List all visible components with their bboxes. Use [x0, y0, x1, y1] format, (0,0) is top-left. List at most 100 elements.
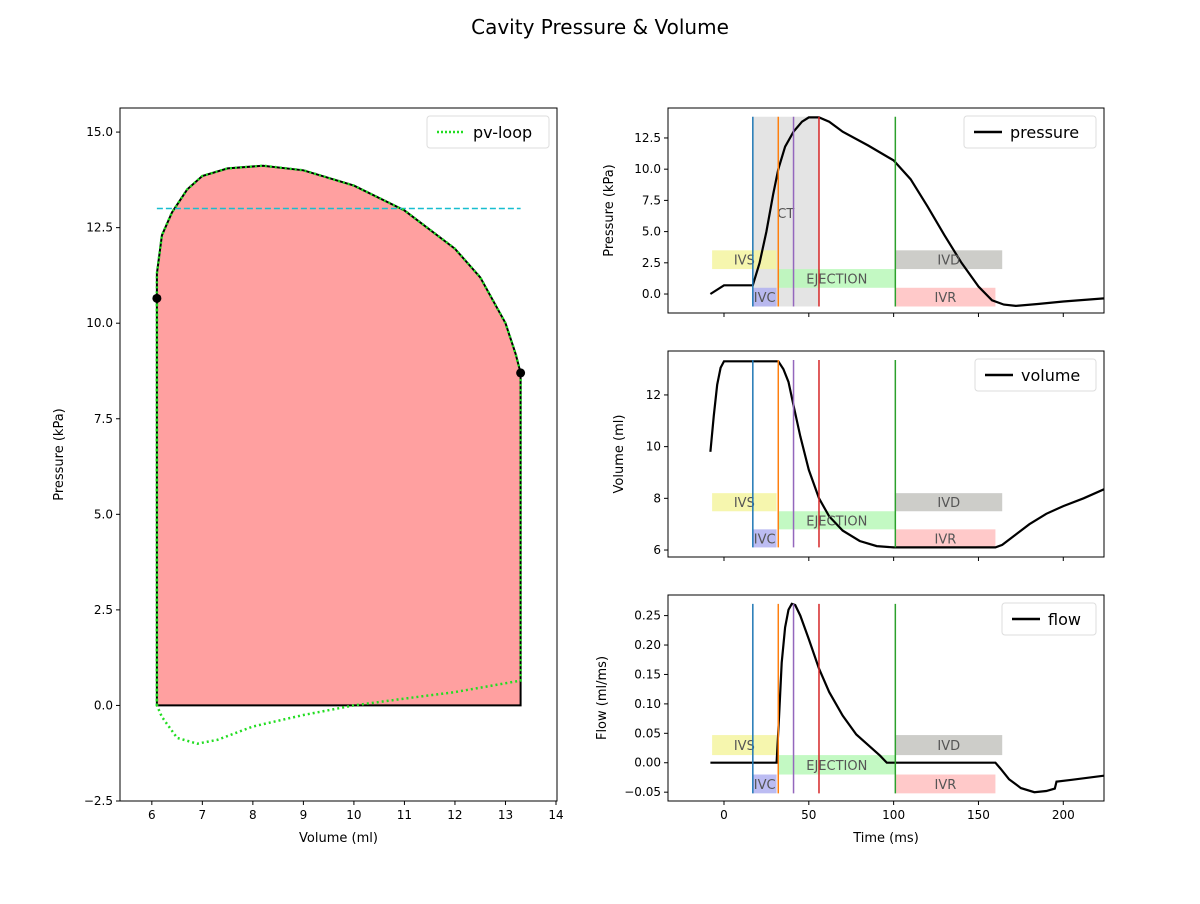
phase-label: IVS	[734, 739, 755, 754]
y-tick-label: 0.20	[634, 638, 661, 652]
axes-frame	[119, 107, 558, 802]
y-tick-label: 12.5	[86, 221, 113, 235]
phase-label: IVR	[934, 291, 956, 306]
x-tick-label: 200	[1052, 808, 1075, 822]
legend: pv-loop	[426, 115, 550, 149]
y-tick-label: 0.00	[634, 756, 661, 770]
axes-frame	[667, 350, 1105, 558]
x-tick-label: 14	[548, 808, 563, 822]
pv-marker	[152, 293, 162, 303]
x-tick-label: 100	[882, 808, 905, 822]
phase-label: IVC	[754, 532, 776, 547]
axes-pressure: IVS IVC EJECTION IVD IVR CT 0.0 2.5 5.0 7.5 10.0 12…	[602, 107, 1105, 317]
pv-marker	[516, 368, 526, 378]
phase-label: IVR	[934, 532, 956, 547]
phase-label: IVS	[734, 254, 755, 269]
phase-band-ejection	[778, 511, 896, 530]
x-tick-label: 13	[498, 808, 513, 822]
x-tick-label: 7	[199, 808, 207, 822]
y-tick-label: 12.5	[634, 131, 661, 145]
phase-band-ivd	[895, 250, 1003, 270]
y-tick-label: 10	[646, 440, 661, 454]
y-tick-label: 2.5	[94, 603, 113, 617]
phase-label: EJECTION	[806, 759, 867, 774]
legend-label: pressure	[1010, 123, 1079, 142]
legend-box	[426, 115, 550, 149]
phase-label: IVD	[937, 254, 960, 269]
axes-frame	[667, 594, 1105, 802]
y-tick-label: 10.0	[86, 316, 113, 330]
legend-label: pv-loop	[473, 123, 532, 142]
y-tick-label: 8	[653, 491, 661, 505]
phase-band-ejection	[778, 269, 896, 288]
axes-flow: IVS IVC EJECTION IVD IVR 0 50 100 150 200 −0.05 0.0…	[595, 594, 1105, 846]
y-tick-label: 6	[653, 543, 661, 557]
y-tick-label: 7.5	[642, 193, 661, 207]
x-tick-label: 0	[720, 808, 728, 822]
phase-label: EJECTION	[806, 272, 867, 287]
plot-area: IVS IVC EJECTION IVD IVR	[710, 602, 1104, 794]
phase-label: IVS	[734, 496, 755, 511]
figure-title: Cavity Pressure & Volume	[471, 15, 729, 39]
phase-band-ivs	[712, 493, 777, 512]
phase-label: IVD	[937, 739, 960, 754]
phase-label: IVC	[754, 291, 776, 306]
y-tick-label: 0.10	[634, 697, 661, 711]
work-area	[155, 164, 522, 707]
pv-loop-line	[155, 164, 522, 745]
x-tick-label: 10	[346, 808, 361, 822]
y-tick-label: −0.05	[624, 785, 661, 799]
phase-label: IVR	[934, 778, 956, 793]
phase-label: EJECTION	[806, 514, 867, 529]
x-tick-label: 12	[447, 808, 462, 822]
x-tick-label: 9	[300, 808, 308, 822]
phase-band-ivr	[895, 529, 996, 548]
x-tick-label: 6	[148, 808, 156, 822]
y-tick-label: 5.0	[94, 507, 113, 521]
plot-area	[152, 164, 526, 745]
y-tick-label: 0.0	[94, 698, 113, 712]
legend-box	[963, 115, 1097, 149]
plot-area: IVS IVC EJECTION IVD IVR CT	[709, 116, 1104, 308]
x-tick-label: 8	[249, 808, 257, 822]
y-tick-label: 0.0	[642, 287, 661, 301]
plot-area: IVS IVC EJECTION IVD IVR	[709, 360, 1104, 549]
phase-band-ivr	[895, 287, 996, 307]
axes-pv: 6 7 8 9 10 11 12 13 14 −2.5 0.0 2.5 5.0 7.5 10.0 12.5 15…	[52, 107, 564, 846]
axes-volume: IVS IVC EJECTION IVD IVR 6 8 10 12 Volume (ml) vol…	[612, 350, 1105, 561]
y-axis-label: Pressure (kPa)	[52, 408, 67, 501]
pressure-line	[709, 116, 1104, 308]
phase-band-ivd	[895, 493, 1003, 512]
y-tick-label: 5.0	[642, 225, 661, 239]
volume-line	[709, 360, 1104, 549]
axes-frame	[667, 107, 1105, 314]
x-tick-label: 11	[397, 808, 412, 822]
flow-line	[710, 602, 1104, 794]
legend-box	[974, 358, 1097, 392]
phase-band-ejection	[778, 755, 896, 775]
y-tick-label: 15.0	[86, 125, 113, 139]
y-axis-label: Volume (ml)	[612, 415, 627, 494]
y-tick-label: 10.0	[634, 162, 661, 176]
legend-box	[1001, 602, 1097, 636]
phase-band-ivd	[895, 735, 1003, 756]
x-tick-label: 150	[967, 808, 990, 822]
y-axis-label: Pressure (kPa)	[602, 164, 617, 257]
legend: flow	[1001, 602, 1097, 636]
legend-label: flow	[1048, 610, 1081, 629]
phase-band-ivs	[712, 735, 777, 756]
x-axis-label: Time (ms)	[852, 831, 919, 846]
x-tick-label: 50	[801, 808, 816, 822]
y-tick-label: 0.05	[634, 726, 661, 740]
legend: pressure	[963, 115, 1097, 149]
legend: volume	[974, 358, 1097, 392]
y-axis-label: Flow (ml/ms)	[595, 656, 610, 740]
y-tick-label: 12	[646, 388, 661, 402]
y-tick-label: 0.25	[634, 609, 661, 623]
phase-label: IVC	[754, 778, 776, 793]
phase-label: IVD	[937, 496, 960, 511]
phase-band-ivc	[752, 529, 777, 548]
y-tick-label: 2.5	[642, 256, 661, 270]
ct-label: CT	[777, 207, 794, 222]
